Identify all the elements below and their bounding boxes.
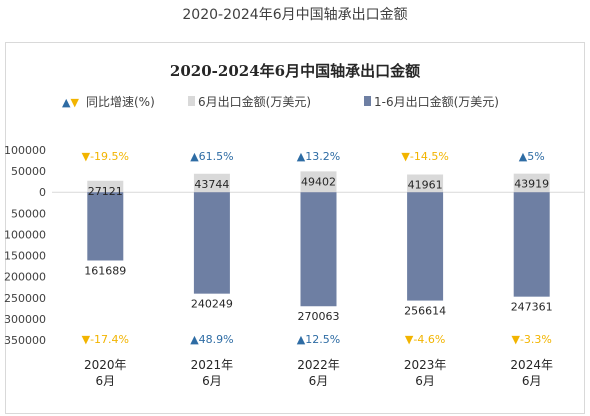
bar-june <box>87 180 124 193</box>
y-tick-label: 50000 <box>11 207 46 220</box>
x-tick-label: 2024年 <box>510 358 553 372</box>
y-tick-label: 0 <box>39 186 46 199</box>
legend-june-label: 6月出口金额(万美元) <box>198 94 311 109</box>
y-tick-label: 50000 <box>11 165 46 178</box>
plot-area: 27121 161689 ▼-19.5% ▼-17.4% 43744 240249 ▲61.… <box>52 150 585 346</box>
cumulative-value-label: 240249 <box>191 298 233 311</box>
x-tick-label: 6月 <box>202 374 222 388</box>
bar-june <box>407 174 444 193</box>
y-tick-label: 100000 <box>4 144 46 157</box>
x-tick-label: 2020年 <box>84 358 127 372</box>
yoy-cumulative-label: ▲12.5% <box>297 333 340 346</box>
yoy-cumulative-label: ▼-17.4% <box>82 333 129 346</box>
legend-cumulative-swatch <box>364 96 371 106</box>
y-tick-label: 250000 <box>4 292 46 305</box>
bar-cumulative <box>87 192 124 261</box>
bar-cumulative <box>407 192 444 301</box>
june-value-label: 49402 <box>301 175 336 188</box>
yoy-june-label: ▲61.5% <box>190 150 233 163</box>
yoy-june-label: ▼-14.5% <box>401 150 448 163</box>
yoy-june-label: ▼-19.5% <box>82 150 129 163</box>
x-tick-label: 6月 <box>95 374 115 388</box>
y-tick-label: 100000 <box>4 228 46 241</box>
x-tick-label: 2022年 <box>297 358 340 372</box>
yoy-cumulative-label: ▲48.9% <box>190 333 233 346</box>
page-title: 2020-2024年6月中国轴承出口金额 <box>182 7 408 23</box>
bar-june <box>513 173 550 193</box>
cumulative-value-label: 161689 <box>84 264 126 277</box>
x-axis: 2020年 6月 2021年 6月 2022年 6月 2023年 6月 2024年 6月 <box>84 358 553 388</box>
yoy-june-label: ▲13.2% <box>297 150 340 163</box>
cumulative-value-label: 256614 <box>404 305 446 318</box>
bar-cumulative <box>300 192 337 307</box>
june-value-label: 41961 <box>408 179 443 192</box>
chart-title: 2020-2024年6月中国轴承出口金额 <box>170 62 420 80</box>
bar-cumulative <box>193 192 230 294</box>
x-tick-label: 6月 <box>522 374 542 388</box>
x-tick-label: 2021年 <box>191 358 234 372</box>
bar-june <box>300 171 337 193</box>
bar-cumulative <box>513 192 550 297</box>
yoy-cumulative-label: ▼-3.3% <box>512 333 552 346</box>
legend-yoy-marker: ▲▼ <box>62 96 79 109</box>
y-tick-label: 300000 <box>4 313 46 326</box>
x-tick-label: 2023年 <box>404 358 447 372</box>
cumulative-value-label: 270063 <box>298 310 340 323</box>
cumulative-value-label: 247361 <box>511 301 553 314</box>
legend-cumulative-label: 1-6月出口金额(万美元) <box>374 94 499 109</box>
june-value-label: 27121 <box>88 185 123 198</box>
x-tick-label: 6月 <box>309 374 329 388</box>
june-value-label: 43919 <box>514 178 549 191</box>
y-axis: 100000 50000 0 50000 100000 150000 200000 25000… <box>4 144 46 347</box>
yoy-cumulative-label: ▼-4.6% <box>405 333 445 346</box>
legend: ▲▼ 同比增速(%) 6月出口金额(万美元) 1-6月出口金额(万美元) <box>62 94 499 109</box>
yoy-june-label: ▲5% <box>519 150 545 163</box>
legend-yoy-label: 同比增速(%) <box>86 95 155 109</box>
bar-june <box>193 173 230 193</box>
legend-june-swatch <box>188 96 195 106</box>
june-value-label: 43744 <box>194 178 229 191</box>
x-tick-label: 6月 <box>415 374 435 388</box>
y-tick-label: 200000 <box>4 271 46 284</box>
y-tick-label: 350000 <box>4 334 46 347</box>
y-tick-label: 150000 <box>4 250 46 263</box>
